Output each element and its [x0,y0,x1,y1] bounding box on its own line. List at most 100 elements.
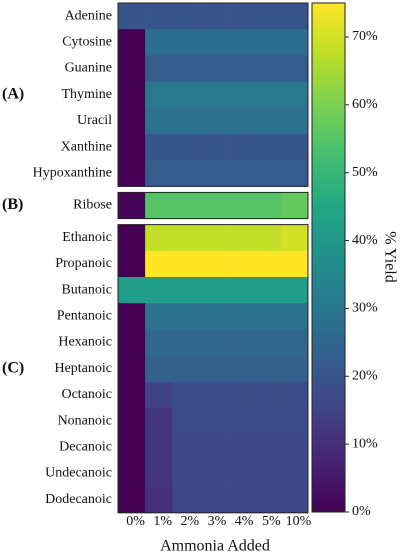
row-label: Ethanoic [62,230,112,245]
heatmap-cell [118,160,146,187]
heatmap-cell [172,250,200,278]
heatmap-cell [145,250,173,278]
heatmap-cell [253,224,282,252]
heatmap-cell [253,303,282,330]
heatmap-cell [226,224,255,252]
heatmap-cell [253,250,282,278]
heatmap-cell [118,192,146,219]
heatmap-cell [280,355,309,383]
heatmap-cell [226,250,255,278]
heatmap-cell [226,486,255,514]
heatmap-cell [280,29,309,56]
heatmap-cell [226,134,255,161]
heatmap-cell [199,134,227,161]
heatmap-cell [253,408,282,435]
row-label: Ribose [73,198,112,213]
heatmap-cell [145,81,173,109]
row-label: Hexanoic [58,335,112,350]
colorbar-label: % Yield [381,231,398,282]
heatmap-cell [145,329,173,356]
heatmap-cell [118,134,146,161]
row-label: Dodecanoic [45,492,112,507]
heatmap-cell [199,381,227,409]
heatmap-cell [145,224,173,252]
heatmap-cell [226,55,255,82]
row-label: Butanoic [61,282,112,297]
x-tick-label: 4% [235,514,254,529]
heatmap-cell [226,381,255,409]
row-label: Pentanoic [57,309,112,324]
heatmap-cell [145,55,173,82]
panel-label: (A) [2,85,24,102]
colorbar-tick-label: 60% [352,97,378,112]
x-tick-label: 1% [153,514,172,529]
heatmap-cell [145,460,173,487]
heatmap-cell [253,81,282,109]
heatmap-cell [226,355,255,383]
heatmap-cell [199,81,227,109]
panel-label: (B) [2,196,23,213]
row-label: Undecanoic [45,466,112,481]
heatmap-cell [280,250,309,278]
heatmap-cell [118,81,146,109]
heatmap-cell [253,460,282,487]
heatmap-cell [172,486,200,514]
heatmap-cell [280,460,309,487]
heatmap-cell [172,460,200,487]
heatmap-cell [226,460,255,487]
heatmap-cell [199,303,227,330]
heatmap-cell [118,107,146,135]
heatmap-cell [280,329,309,356]
heatmap-cell [199,160,227,187]
heatmap-cell [280,381,309,409]
heatmap-cell [145,434,173,461]
heatmap-cell [145,29,173,56]
heatmap-cell [253,55,282,82]
heatmap-cell [280,303,309,330]
heatmap-cell [280,160,309,187]
heatmap-cell [118,381,146,409]
panel-frame [117,224,309,514]
heatmap-cell [118,277,146,304]
panel-frame [117,2,309,187]
heatmap-cell [199,329,227,356]
heatmap-cell [253,160,282,187]
heatmap-cell [145,486,173,514]
row-label: Adenine [65,8,112,23]
heatmap-cell [226,192,255,219]
heatmap-cell [172,408,200,435]
heatmap-cell [118,460,146,487]
heatmap-cell [172,29,200,56]
row-label: Octanoic [61,387,112,402]
heatmap-cell [145,192,173,219]
x-tick-label: 2% [181,514,200,529]
colorbar-tick-label: 40% [352,233,378,248]
heatmap-cell [118,29,146,56]
x-tick-label: 5% [262,514,281,529]
heatmap-cell [226,3,255,30]
heatmap-cell [172,355,200,383]
heatmap-cell [172,3,200,30]
x-tick-label: 3% [208,514,227,529]
colorbar-tick-label: 30% [352,301,378,316]
heatmap-cell [280,486,309,514]
heatmap-cell [199,408,227,435]
heatmap-cell [118,486,146,514]
heatmap-cell [253,486,282,514]
row-label: Hypoxanthine [33,166,112,181]
heatmap-cell [226,303,255,330]
heatmap-cell [253,434,282,461]
heatmap-cell [172,329,200,356]
heatmap-cell [226,81,255,109]
heatmap-cell [253,329,282,356]
heatmap-cell [145,408,173,435]
heatmap-cell [172,381,200,409]
heatmap-cell [199,277,227,304]
colorbar-tick-label: 10% [352,436,378,451]
heatmap-cell [145,160,173,187]
heatmap-cell [199,486,227,514]
heatmap-cell [199,434,227,461]
heatmap-cell [172,55,200,82]
heatmap-cell [280,107,309,135]
